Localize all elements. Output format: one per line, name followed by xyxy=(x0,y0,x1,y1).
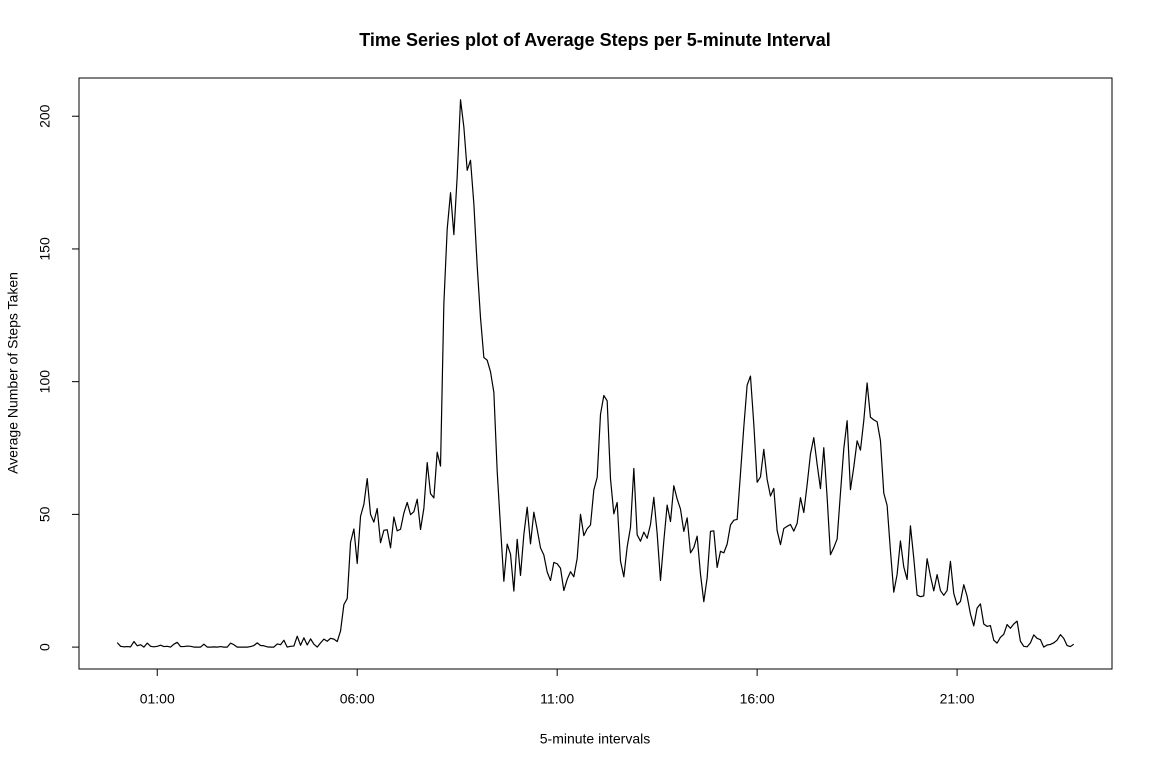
y-tick-label: 50 xyxy=(37,506,53,522)
y-tick-label: 150 xyxy=(37,237,53,261)
x-tick-label: 16:00 xyxy=(740,691,775,707)
plot-frame xyxy=(78,77,1113,670)
y-axis-label: Average Number of Steps Taken xyxy=(5,272,21,474)
x-tick-label: 11:00 xyxy=(540,691,574,707)
y-tick-label: 0 xyxy=(37,643,53,651)
chart-title: Time Series plot of Average Steps per 5-… xyxy=(359,30,830,50)
x-tick-label: 21:00 xyxy=(940,691,975,707)
y-tick-label: 100 xyxy=(37,370,53,394)
y-tick-label: 200 xyxy=(37,104,53,128)
x-tick-label: 06:00 xyxy=(340,691,375,707)
x-tick-label: 01:00 xyxy=(140,691,175,707)
x-axis-label: 5-minute intervals xyxy=(540,731,651,747)
data-line xyxy=(116,99,1075,648)
